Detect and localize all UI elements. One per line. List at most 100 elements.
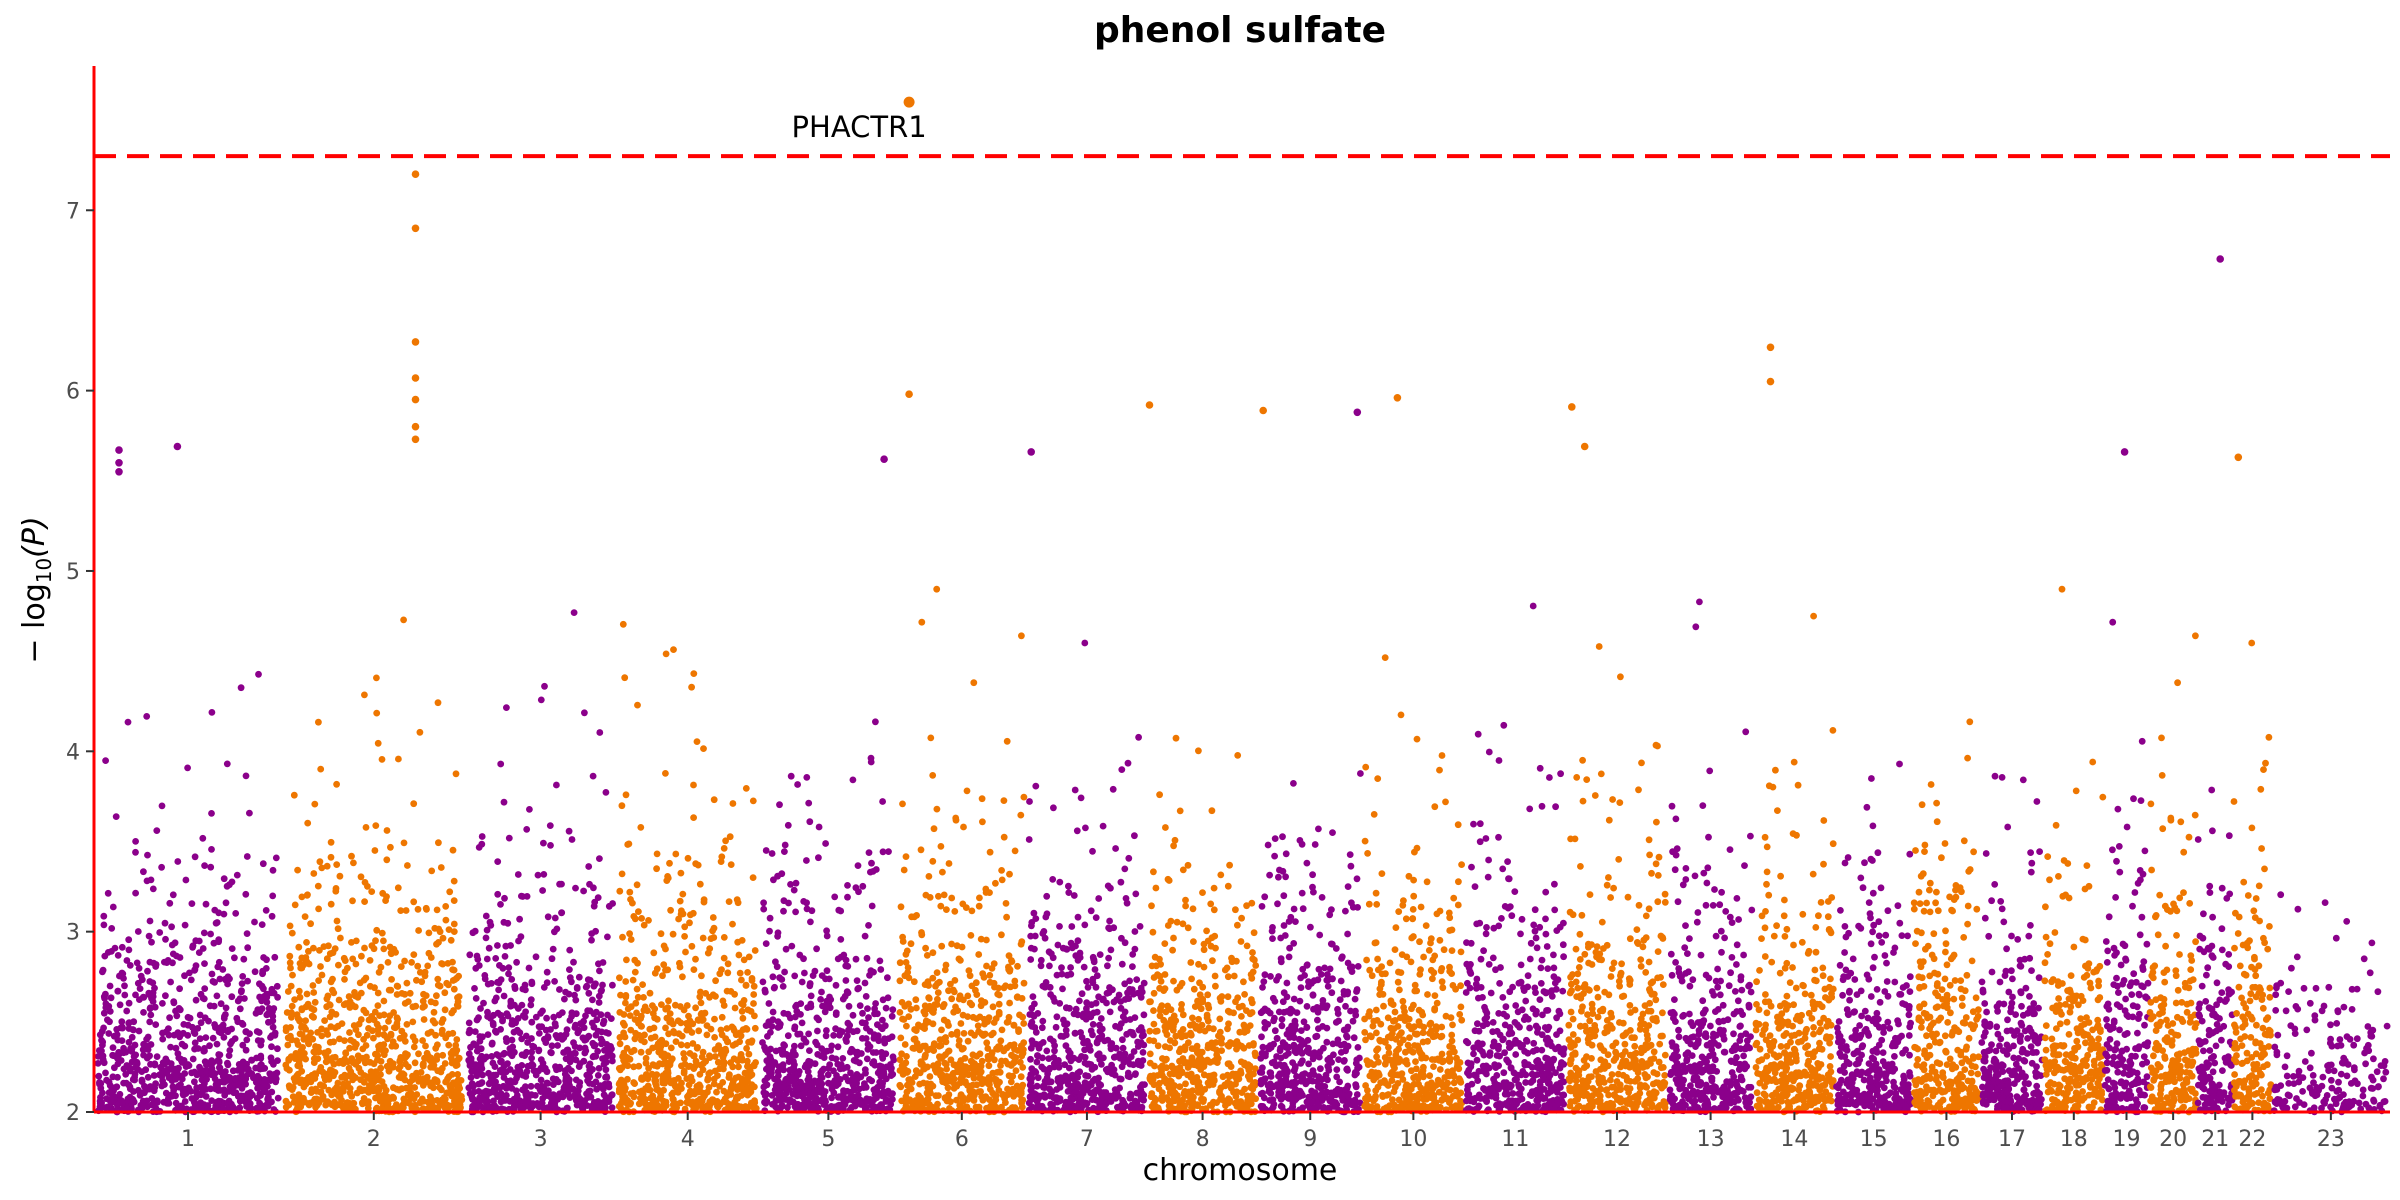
snp-point — [1088, 1096, 1096, 1103]
snp-point — [262, 907, 270, 914]
snp-point — [231, 954, 238, 962]
snp-point — [1092, 999, 1100, 1007]
snp-point — [725, 898, 733, 905]
snp-point — [831, 893, 839, 901]
snp-point — [102, 1069, 109, 1077]
snp-point — [434, 975, 442, 983]
snp-point — [1054, 1077, 1062, 1085]
snp-point — [182, 876, 190, 884]
snp-point — [449, 966, 456, 973]
snp-point — [448, 1071, 456, 1078]
snp-point — [1077, 1095, 1084, 1103]
snp-point — [380, 937, 387, 945]
data-points — [94, 585, 2391, 1116]
snp-point — [372, 1094, 379, 1102]
snp-point — [700, 745, 707, 752]
snp-point — [348, 939, 355, 946]
snp-point — [518, 1035, 526, 1043]
snp-point — [995, 1000, 1003, 1008]
snp-point — [729, 1063, 737, 1071]
snp-point — [947, 1077, 955, 1085]
snp-point — [774, 932, 781, 940]
snp-point — [295, 943, 303, 951]
snp-point — [839, 1055, 847, 1062]
snp-point — [744, 969, 751, 976]
snp-point — [494, 890, 502, 898]
snp-point — [1047, 1100, 1055, 1108]
snp-point — [1026, 798, 1033, 805]
snp-point — [791, 1051, 799, 1059]
snp-point — [1170, 977, 1177, 985]
snp-point — [390, 1094, 397, 1101]
snp-point — [710, 796, 718, 804]
snp-point — [181, 972, 188, 980]
snp-point — [759, 978, 767, 986]
snp-point — [445, 1041, 453, 1049]
snp-point — [378, 929, 386, 937]
snp-point — [453, 1086, 461, 1093]
snp-point — [436, 1084, 443, 1091]
snp-point — [818, 988, 825, 996]
snp-point — [342, 1050, 350, 1057]
snp-point — [937, 1055, 944, 1062]
snp-point — [795, 1104, 803, 1112]
snp-point — [365, 1025, 372, 1032]
snp-point — [698, 972, 705, 980]
snp-point — [989, 1029, 997, 1037]
snp-point — [951, 908, 959, 915]
snp-point — [207, 1085, 215, 1093]
snp-point — [525, 964, 533, 972]
snp-point — [814, 1104, 822, 1112]
snp-point — [666, 859, 673, 867]
snp-point — [375, 1024, 383, 1032]
snp-point — [945, 987, 952, 995]
snp-point — [483, 955, 491, 963]
snp-point — [911, 1073, 919, 1080]
snp-point — [872, 718, 879, 726]
snp-point — [690, 1052, 697, 1060]
snp-point — [933, 805, 941, 813]
snp-point — [986, 889, 993, 896]
snp-point — [153, 827, 161, 834]
snp-point — [707, 1025, 715, 1033]
snp-point — [1119, 1096, 1126, 1104]
snp-point — [618, 802, 626, 810]
snp-point — [517, 1070, 525, 1078]
snp-point — [1028, 1004, 1036, 1012]
snp-point — [540, 1065, 547, 1073]
snp-point — [451, 1100, 458, 1107]
snp-point — [670, 1096, 677, 1103]
snp-point — [599, 981, 606, 989]
snp-point — [349, 897, 356, 905]
snp-point — [1137, 1039, 1145, 1046]
snp-point — [861, 1104, 869, 1112]
snp-point — [505, 970, 512, 978]
snp-point — [987, 1085, 994, 1093]
snp-point — [518, 1051, 526, 1059]
snp-point — [380, 1095, 388, 1102]
snp-point — [346, 1029, 353, 1036]
snp-point — [670, 646, 677, 653]
snp-point — [837, 907, 845, 915]
snp-point — [244, 977, 252, 985]
snp-point — [580, 1057, 588, 1065]
snp-point — [148, 995, 155, 1002]
snp-point — [336, 872, 344, 880]
snp-point — [416, 728, 424, 736]
snp-point — [132, 991, 139, 999]
snp-point — [532, 1013, 540, 1021]
snp-point — [109, 1073, 117, 1081]
snp-point — [271, 953, 279, 961]
snp-point — [957, 1075, 965, 1082]
snp-point — [734, 899, 742, 907]
snp-point — [1249, 949, 1256, 956]
snp-point — [202, 900, 210, 908]
snp-point — [409, 1018, 417, 1026]
snp-point — [274, 993, 281, 1001]
snp-point — [362, 974, 370, 982]
snp-point — [380, 1041, 388, 1048]
snp-point — [475, 844, 483, 851]
snp-point — [644, 1086, 652, 1093]
snp-point — [964, 1037, 972, 1045]
snp-point — [1237, 938, 1245, 945]
